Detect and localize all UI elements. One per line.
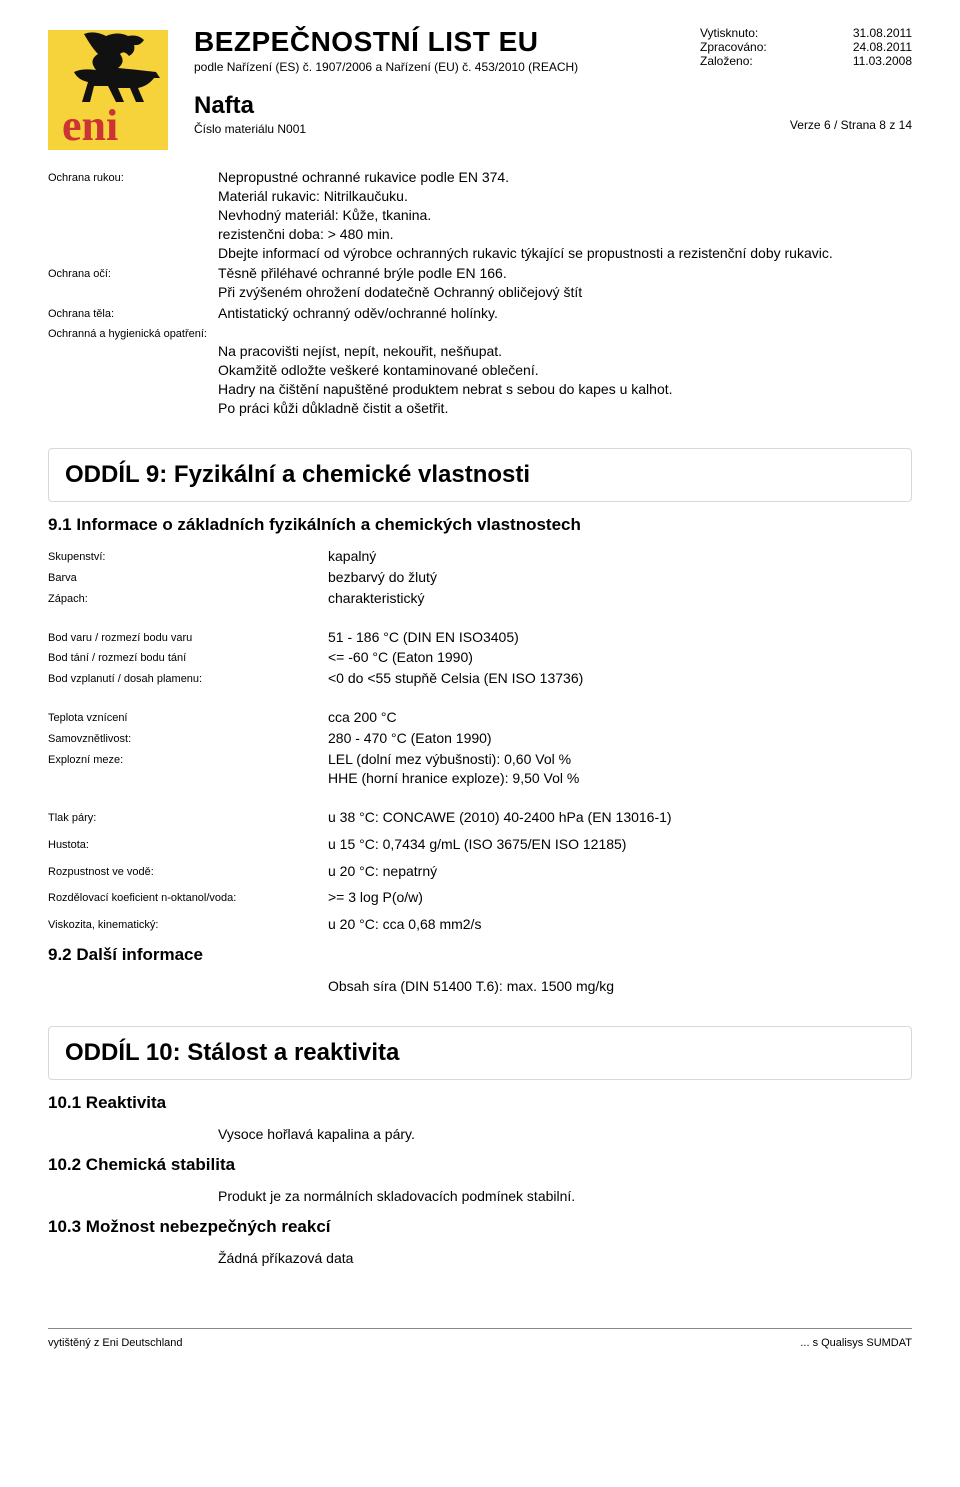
prop-value: <= -60 °C (Eaton 1990) <box>328 648 912 667</box>
body-protection-value: Antistatický ochranný oděv/ochranné holí… <box>218 304 912 323</box>
prop-label: Bod tání / rozmezí bodu tání <box>48 648 328 666</box>
created-label: Založeno: <box>700 54 753 68</box>
hygiene-label: Ochranná a hygienická opatření: <box>48 327 912 342</box>
prop-value: <0 do <55 stupňě Celsia (EN ISO 13736) <box>328 669 912 688</box>
props-group-c: Teplota vznícení cca 200 °C Samovznětliv… <box>48 708 912 788</box>
prop-label: Rozpustnost ve vodě: <box>48 862 328 880</box>
section-10-1-title: 10.1 Reaktivita <box>48 1092 912 1115</box>
prop-value: cca 200 °C <box>328 708 912 727</box>
hygiene-value: Na pracovišti nejíst, nepít, nekouřit, n… <box>218 342 912 418</box>
prop-label: Bod varu / rozmezí bodu varu <box>48 628 328 646</box>
logo-container: eni <box>48 26 188 150</box>
prop-value: charakteristický <box>328 589 912 608</box>
section-10-box: ODDÍL 10: Stálost a reaktivita <box>48 1026 912 1080</box>
prop-label: Viskozita, kinematický: <box>48 915 328 933</box>
props-group-d: Tlak páry: u 38 °C: CONCAWE (2010) 40-24… <box>48 808 912 934</box>
other-info-label <box>48 977 328 980</box>
prop-label: Barva <box>48 568 328 586</box>
other-info-value: Obsah síra (DIN 51400 T.6): max. 1500 mg… <box>328 977 912 996</box>
header-meta: Vytisknuto: 31.08.2011 Zpracováno: 24.08… <box>692 26 912 132</box>
prop-label: Zápach: <box>48 589 328 607</box>
printed-value: 31.08.2011 <box>853 26 912 40</box>
product-number: Číslo materiálu N001 <box>194 122 692 136</box>
version-line: Verze 6 / Strana 8 z 14 <box>700 118 912 132</box>
body-content: Ochrana rukou: Nepropustné ochranné ruka… <box>48 168 912 1268</box>
hands-protection-label: Ochrana rukou: <box>48 168 218 186</box>
reactivity-value: Vysoce hořlavá kapalina a páry. <box>218 1125 912 1144</box>
prop-label: Explozní meze: <box>48 750 328 768</box>
processed-value: 24.08.2011 <box>853 40 912 54</box>
product-name: Nafta <box>194 92 692 120</box>
prop-value: kapalný <box>328 547 912 566</box>
document-header: eni BEZPEČNOSTNÍ LIST EU podle Nařízení … <box>48 26 912 150</box>
prop-value: bezbarvý do žlutý <box>328 568 912 587</box>
section-10-2-title: 10.2 Chemická stabilita <box>48 1154 912 1177</box>
eni-logo-icon: eni <box>48 30 168 150</box>
header-center: BEZPEČNOSTNÍ LIST EU podle Nařízení (ES)… <box>188 26 692 136</box>
printed-label: Vytisknuto: <box>700 26 758 40</box>
props-group-a: Skupenství: kapalný Barva bezbarvý do žl… <box>48 547 912 608</box>
section-9-2-title: 9.2 Další informace <box>48 944 912 967</box>
eyes-protection-value: Těsně přiléhavé ochranné brýle podle EN … <box>218 264 912 302</box>
prop-label: Samovznětlivost: <box>48 729 328 747</box>
prop-value: u 15 °C: 0,7434 g/mL (ISO 3675/EN ISO 12… <box>328 835 912 854</box>
section-10-3-title: 10.3 Možnost nebezpečných reakcí <box>48 1216 912 1239</box>
eyes-protection-label: Ochrana očí: <box>48 264 218 282</box>
svg-text:eni: eni <box>62 101 118 150</box>
prop-label: Teplota vznícení <box>48 708 328 726</box>
reactions-value: Žádná příkazová data <box>218 1249 912 1268</box>
hands-protection-value: Nepropustné ochranné rukavice podle EN 3… <box>218 168 912 262</box>
prop-label: Hustota: <box>48 835 328 853</box>
prop-label: Bod vzplanutí / dosah plamenu: <box>48 669 328 687</box>
processed-label: Zpracováno: <box>700 40 767 54</box>
section-9-title: ODDÍL 9: Fyzikální a chemické vlastnosti <box>65 459 895 491</box>
section-9-1-title: 9.1 Informace o základních fyzikálních a… <box>48 514 912 537</box>
section-9-box: ODDÍL 9: Fyzikální a chemické vlastnosti <box>48 448 912 502</box>
prop-label: Skupenství: <box>48 547 328 565</box>
footer-left: vytištěný z Eni Deutschland <box>48 1337 183 1349</box>
stability-value: Produkt je za normálních skladovacích po… <box>218 1187 912 1206</box>
prop-value: LEL (dolní mez výbušnosti): 0,60 Vol % H… <box>328 750 912 788</box>
prop-value: >= 3 log P(o/w) <box>328 888 912 907</box>
prop-value: u 20 °C: nepatrný <box>328 862 912 881</box>
props-group-b: Bod varu / rozmezí bodu varu 51 - 186 °C… <box>48 628 912 689</box>
prop-value: u 38 °C: CONCAWE (2010) 40-2400 hPa (EN … <box>328 808 912 827</box>
prop-value: u 20 °C: cca 0,68 mm2/s <box>328 915 912 934</box>
prop-value: 51 - 186 °C (DIN EN ISO3405) <box>328 628 912 647</box>
prop-value: 280 - 470 °C (Eaton 1990) <box>328 729 912 748</box>
page-footer: vytištěný z Eni Deutschland ... s Qualis… <box>48 1328 912 1349</box>
footer-right: ... s Qualisys SUMDAT <box>800 1337 912 1349</box>
created-value: 11.03.2008 <box>853 54 912 68</box>
document-subtitle: podle Nařízení (ES) č. 1907/2006 a Naříz… <box>194 60 692 74</box>
prop-label: Rozdělovací koeficient n-oktanol/voda: <box>48 888 328 906</box>
prop-label: Tlak páry: <box>48 808 328 826</box>
document-title: BEZPEČNOSTNÍ LIST EU <box>194 26 692 58</box>
section-10-title: ODDÍL 10: Stálost a reaktivita <box>65 1037 895 1069</box>
body-protection-label: Ochrana těla: <box>48 304 218 322</box>
